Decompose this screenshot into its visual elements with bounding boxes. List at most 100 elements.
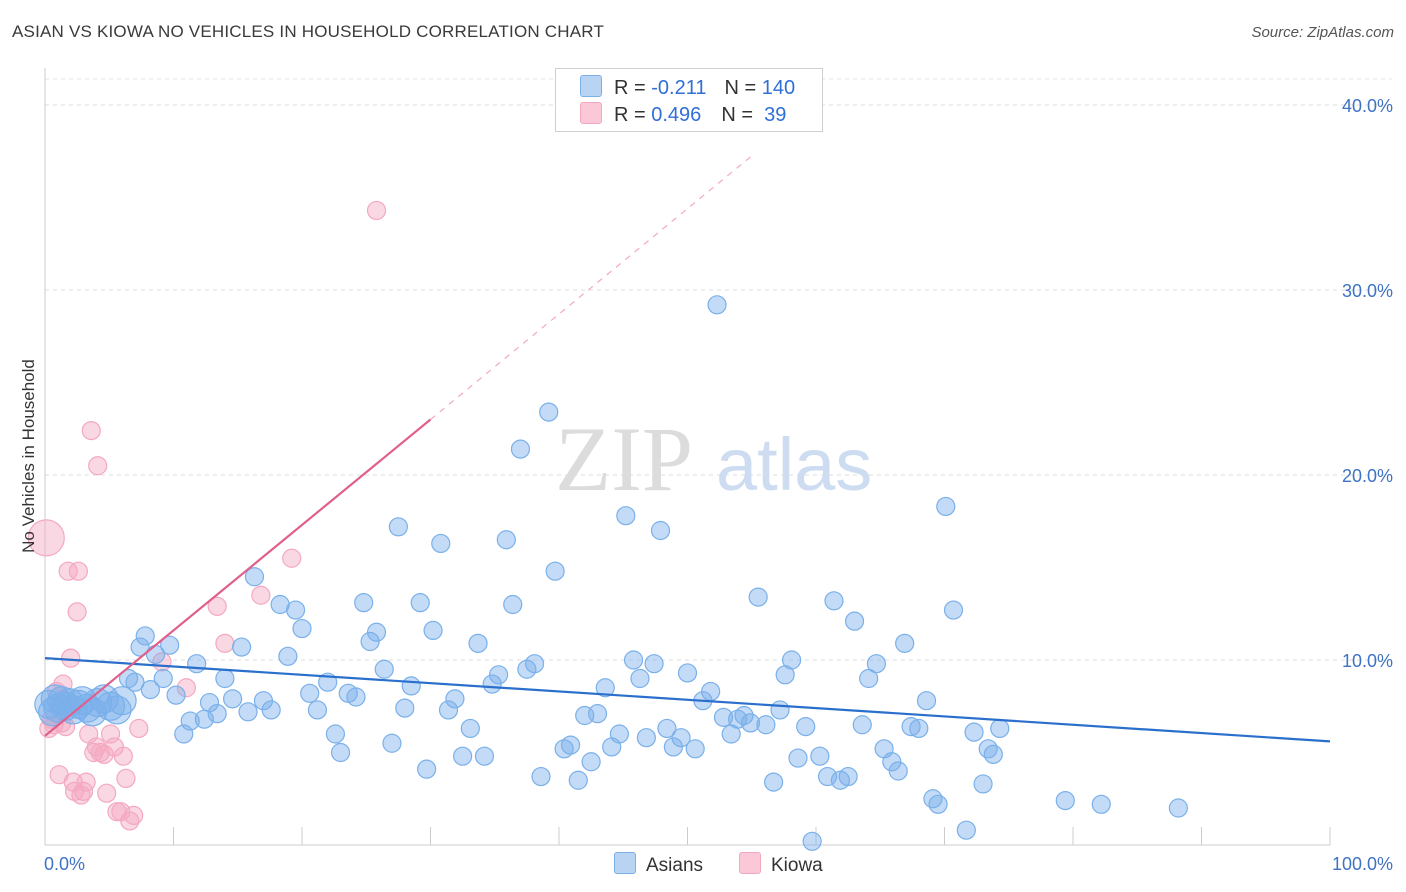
data-point [630,668,650,689]
kiowa-points [27,200,387,831]
data-point [354,593,374,613]
data-point [94,744,114,764]
chart-title: ASIAN VS KIOWA NO VEHICLES IN HOUSEHOLD … [12,22,605,41]
legend-row-asians: R = -0.211 N = 140 [580,75,795,101]
y-axis-label: No Vehicles in Household [19,359,38,553]
data-point [978,739,998,759]
data-point [1055,790,1075,811]
data-point [360,631,380,652]
data-point [207,704,227,724]
data-point [285,600,306,620]
data-point [417,759,437,779]
legend-swatch-kiowa [580,102,602,124]
data-point [882,752,902,772]
data-point [916,691,937,711]
data-point [125,672,145,692]
data-point [199,692,220,713]
data-point [701,681,721,702]
data-point [817,766,838,787]
data-point [838,766,858,787]
data-point [671,728,691,748]
y-tick-label: 40.0% [1342,96,1393,116]
data-point [983,744,1003,764]
data-point [445,689,465,709]
legend-r-label: R = [614,104,652,126]
data-point [824,591,844,611]
data-point [382,733,402,753]
data-point [330,742,351,763]
legend-r-label: R = [614,77,652,99]
data-point [166,685,186,705]
data-point [366,200,387,221]
data-point [482,674,502,694]
data-point [909,718,929,739]
data-point [496,530,516,550]
bottom-legend-label-asians: Asians [646,855,704,876]
data-point [395,698,415,718]
data-point [644,654,664,674]
legend: R = -0.211 N = 140 R = 0.496 N = 39 [555,68,823,132]
data-point [587,704,608,724]
watermark: ZIP atlas [555,408,872,510]
data-point [68,561,89,581]
data-point [650,520,671,541]
data-point [251,585,271,605]
data-point [116,768,136,789]
data-point [1091,794,1111,814]
bottom-legend-swatch-asians [614,852,636,874]
data-point [568,770,588,790]
data-point [81,421,101,441]
data-point [468,633,488,653]
data-point [244,567,265,587]
data-point [928,794,948,814]
axes [44,68,1331,846]
data-point [153,668,173,689]
legend-swatch-asians [580,75,602,97]
data-point [616,506,636,526]
data-point [685,739,705,759]
data-point [72,693,103,723]
data-point [215,668,235,689]
data-point [888,761,908,781]
data-point [489,665,509,685]
trend-line-kiowa [44,418,432,737]
bottom-legend-kiowa: Kiowa [739,852,823,877]
data-point [366,622,387,642]
data-point [990,718,1010,739]
data-point [734,705,754,726]
watermark-atlas: atlas [716,423,872,506]
data-point [923,789,943,809]
data-point [307,700,328,720]
data-point [859,668,879,689]
data-point [713,707,734,727]
data-point [707,295,727,315]
data-point [67,602,87,622]
data-point [973,774,993,794]
data-point [866,654,886,674]
data-point [438,700,459,720]
data-point [97,783,117,803]
y-tick-label: 10.0% [1342,651,1393,671]
data-point [223,689,243,709]
data-point [756,715,776,735]
trend-line-kiowa-extension [430,155,753,420]
source-label: Source: ZipAtlas.com [1251,24,1394,41]
watermark-zip: ZIP [555,408,693,510]
data-point [623,650,644,670]
data-point [176,678,196,698]
legend-n-value-kiowa: 39 [758,104,787,126]
data-point [636,728,656,748]
x-tick-label: 100.0% [1332,854,1393,874]
data-point [810,746,830,766]
data-point [581,752,601,772]
data-point [539,402,559,422]
data-point [964,722,984,742]
data-point [135,626,155,646]
data-point [410,593,430,613]
data-point [531,766,551,787]
data-point [61,648,81,668]
data-point [401,676,421,696]
y-tick-label: 30.0% [1342,281,1393,301]
data-point [102,695,132,725]
data-point [325,724,346,744]
